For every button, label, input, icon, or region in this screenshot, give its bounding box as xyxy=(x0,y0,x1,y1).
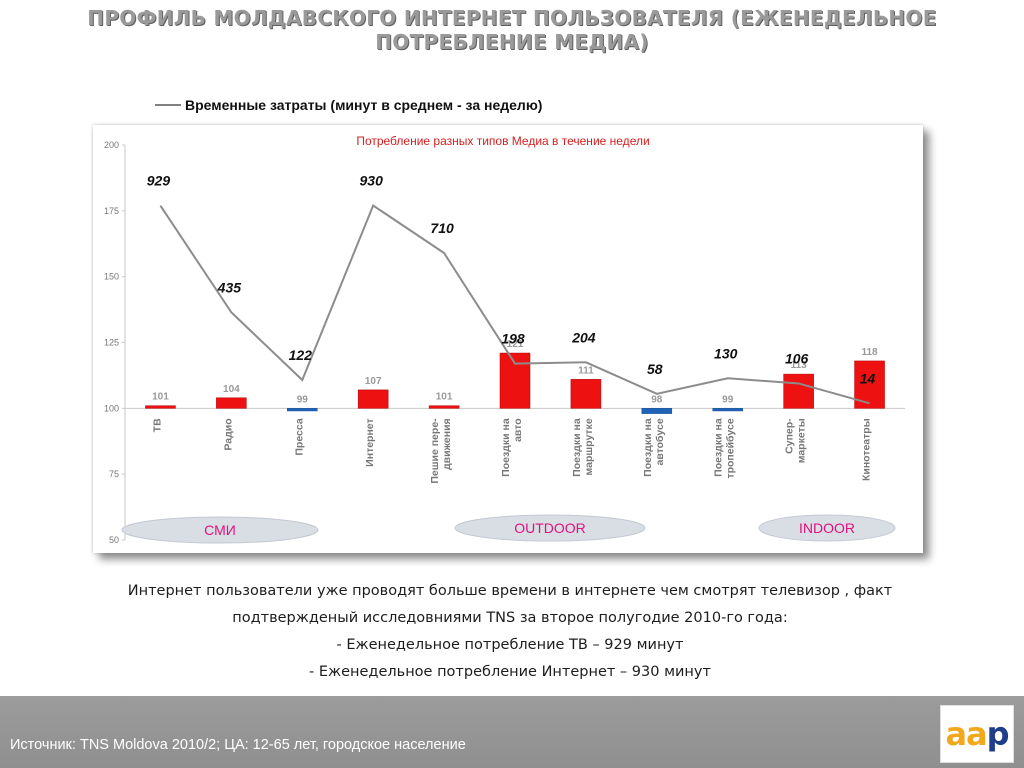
caption-line-1: Интернет пользователи уже проводят больш… xyxy=(127,583,893,599)
chart-panel: Потребление разных типов Медиа в течение… xyxy=(93,125,923,553)
bar-value-label: 101 xyxy=(152,392,169,403)
y-tick-label: 125 xyxy=(104,338,119,348)
caption-line-4: - Еженедельное потребление Интернет – 93… xyxy=(309,664,711,680)
y-tick-label: 50 xyxy=(109,535,119,545)
bar xyxy=(287,408,318,412)
line-value-label: 435 xyxy=(217,279,242,295)
bar-value-label: 118 xyxy=(861,347,878,358)
y-tick-label: 150 xyxy=(104,272,119,282)
chart-title: Потребление разных типов Медиа в течение… xyxy=(356,134,649,148)
bar-value-label: 101 xyxy=(436,392,453,403)
line-value-label: 204 xyxy=(571,329,596,345)
group-label: INDOOR xyxy=(799,520,855,536)
bar xyxy=(499,352,531,409)
category-label: Поездки наавтобусе xyxy=(642,418,666,477)
chart-legend: Временные затраты (минут в среднем - за … xyxy=(155,97,542,113)
category-label: Поездки наавто xyxy=(500,418,524,477)
line-value-label: 929 xyxy=(147,173,171,189)
category-label: ТВ xyxy=(151,418,163,432)
y-tick-label: 75 xyxy=(109,469,119,479)
category-label: Поездки натропейбусе xyxy=(713,418,737,478)
line-value-label: 710 xyxy=(430,220,454,236)
category-label: Кинотеатры xyxy=(861,418,873,481)
line-value-label: 198 xyxy=(501,331,525,347)
bar-value-label: 98 xyxy=(651,394,663,405)
bar-value-label: 113 xyxy=(791,360,808,371)
bar xyxy=(357,389,389,409)
line-value-label: 122 xyxy=(289,347,313,363)
footer-bar: Источник: TNS Moldova 2010/2; ЦА: 12-65 … xyxy=(0,696,1024,768)
legend-line-swatch xyxy=(155,104,181,106)
group-ellipse xyxy=(454,514,646,542)
line-value-label: 106 xyxy=(785,350,809,366)
y-tick-label: 200 xyxy=(104,140,119,150)
bar-value-label: 111 xyxy=(578,365,594,376)
group-label: OUTDOOR xyxy=(514,520,586,536)
line-value-label: 130 xyxy=(714,345,738,361)
bar-value-label: 104 xyxy=(223,384,240,395)
bar-value-label: 99 xyxy=(722,394,734,405)
caption: Интернет пользователи уже проводят больш… xyxy=(80,578,940,686)
bar xyxy=(428,405,460,409)
bar xyxy=(145,405,176,409)
bar-value-label: 99 xyxy=(297,394,309,405)
slide-title: ПРОФИЛЬ МОЛДАВСКОГО ИНТЕРНЕТ ПОЛЬЗОВАТЕЛ… xyxy=(87,6,937,54)
bar-value-label: 107 xyxy=(365,376,382,387)
legend-label: Временные затраты (минут в среднем - за … xyxy=(185,97,543,113)
bar xyxy=(216,397,247,409)
group-ellipse xyxy=(758,514,896,542)
category-label: Интернет xyxy=(364,418,376,466)
line-value-label: 14 xyxy=(860,370,876,386)
line-value-label: 930 xyxy=(360,173,384,189)
group-ellipse xyxy=(121,516,319,544)
caption-line-2: подтвержденый исследовниями TNS за второ… xyxy=(232,610,788,626)
bar xyxy=(570,379,602,409)
category-label: Радио xyxy=(222,418,234,450)
y-tick-label: 100 xyxy=(104,403,119,413)
y-tick-label: 175 xyxy=(104,206,119,216)
category-label: Пресса xyxy=(293,418,305,455)
category-label: Супер-маркеты xyxy=(784,418,808,463)
line-value-label: 58 xyxy=(647,361,663,377)
category-label: Поездки намаршрутке xyxy=(571,418,595,477)
chart-svg: Потребление разных типов Медиа в течение… xyxy=(104,134,905,545)
bar xyxy=(783,373,814,409)
bar xyxy=(712,408,743,412)
bar xyxy=(641,408,673,414)
footer-source: Источник: TNS Moldova 2010/2; ЦА: 12-65 … xyxy=(10,737,466,753)
bar xyxy=(854,360,885,409)
group-label: СМИ xyxy=(204,522,236,538)
caption-line-3: - Еженедельное потребление ТВ – 929 мину… xyxy=(336,637,684,653)
category-label: Пешие пере-движения xyxy=(429,418,453,484)
bar-value-label: 121 xyxy=(507,339,524,350)
